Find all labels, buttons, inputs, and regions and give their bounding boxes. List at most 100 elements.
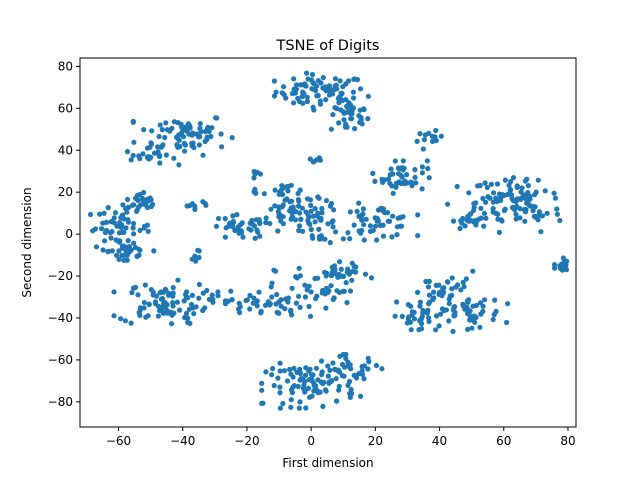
data-point <box>457 225 463 231</box>
data-point <box>483 215 489 221</box>
data-point <box>426 292 432 298</box>
data-point <box>387 180 393 186</box>
data-point <box>533 189 539 195</box>
data-point <box>287 366 293 373</box>
data-point <box>109 229 115 235</box>
data-point <box>303 209 309 215</box>
data-point <box>280 400 286 407</box>
data-point <box>332 366 339 373</box>
data-point <box>320 380 326 387</box>
data-point <box>510 175 517 181</box>
data-point <box>157 290 163 296</box>
data-point <box>356 113 362 119</box>
data-point <box>170 300 176 306</box>
data-point <box>470 268 476 274</box>
data-point <box>111 313 117 319</box>
data-point <box>306 283 312 289</box>
data-point <box>293 300 299 306</box>
data-point <box>124 149 131 155</box>
data-point <box>140 151 146 157</box>
data-point <box>491 311 497 318</box>
data-point <box>108 235 114 241</box>
data-point <box>323 305 329 311</box>
data-point <box>533 214 539 220</box>
data-point <box>281 84 287 90</box>
data-point <box>155 313 161 319</box>
y-tick-label: −60 <box>48 353 73 367</box>
data-point <box>446 296 452 302</box>
data-point <box>197 121 203 127</box>
data-point <box>343 351 349 358</box>
data-point <box>494 181 501 187</box>
y-axis-label: Second dimension <box>20 187 34 297</box>
data-point <box>240 234 246 240</box>
data-point <box>291 365 297 371</box>
data-point <box>158 144 164 150</box>
data-point <box>467 317 473 323</box>
data-point <box>122 318 128 324</box>
data-point <box>339 97 346 104</box>
data-point <box>327 367 333 373</box>
data-point <box>295 190 301 197</box>
x-tick-label: 40 <box>432 434 447 448</box>
data-point <box>331 295 337 301</box>
data-point <box>131 220 137 227</box>
data-point <box>206 128 212 135</box>
data-point <box>306 368 312 374</box>
data-point <box>359 216 365 222</box>
data-point <box>307 394 313 400</box>
data-point <box>409 309 415 315</box>
data-point <box>313 365 319 371</box>
data-point <box>421 137 427 143</box>
data-point <box>222 298 229 304</box>
data-point <box>323 97 329 103</box>
data-point <box>132 284 139 290</box>
data-point <box>330 270 336 276</box>
data-point <box>348 387 354 393</box>
data-point <box>344 300 350 306</box>
data-point <box>213 115 219 121</box>
data-point <box>304 94 310 100</box>
data-point <box>119 213 125 219</box>
data-point <box>141 189 147 196</box>
data-point <box>347 236 353 242</box>
data-point <box>124 257 130 263</box>
data-point <box>175 144 181 150</box>
data-point <box>276 310 282 316</box>
chart-title: TSNE of Digits <box>276 38 380 54</box>
data-point <box>136 246 142 252</box>
data-point <box>285 188 291 194</box>
data-point <box>415 233 421 239</box>
data-point <box>353 264 359 270</box>
data-point <box>419 326 425 332</box>
x-tick-label: 0 <box>307 434 315 448</box>
data-point <box>380 233 387 239</box>
data-point <box>113 237 119 243</box>
data-point <box>461 284 467 290</box>
data-point <box>319 369 325 375</box>
data-point <box>288 371 294 377</box>
data-point <box>185 121 191 127</box>
data-point <box>152 299 159 305</box>
data-point <box>339 90 345 97</box>
data-point <box>491 190 497 196</box>
data-point <box>330 224 336 230</box>
data-point <box>278 218 284 224</box>
data-point <box>295 383 301 390</box>
data-point <box>348 115 354 122</box>
data-point <box>414 138 420 144</box>
data-point <box>335 95 341 102</box>
data-point <box>298 216 304 222</box>
data-point <box>289 390 295 396</box>
data-point <box>176 132 182 138</box>
data-point <box>123 225 129 231</box>
y-tick-label: 40 <box>58 143 73 157</box>
data-point <box>372 223 379 229</box>
data-point <box>105 205 111 211</box>
data-point <box>315 92 321 99</box>
data-point <box>358 393 364 399</box>
data-point <box>373 362 379 369</box>
data-point <box>379 176 385 182</box>
data-point <box>480 195 486 202</box>
